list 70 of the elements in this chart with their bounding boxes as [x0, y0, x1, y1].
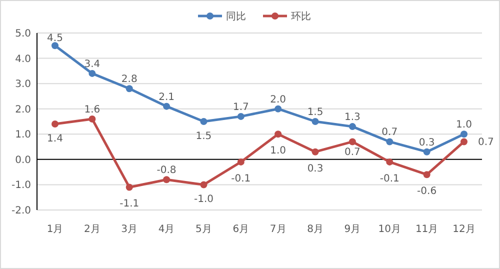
data-label: 0.7 — [382, 127, 398, 138]
data-label: 1.5 — [307, 107, 324, 118]
data-label: 4.5 — [47, 33, 63, 44]
point — [460, 130, 468, 138]
data-label: 1.3 — [344, 112, 360, 124]
x-tick-label: 8月 — [307, 224, 324, 235]
x-tick-label: 6月 — [232, 224, 250, 235]
data-label: 0.7 — [344, 147, 360, 158]
x-tick-label: 12月 — [452, 224, 476, 235]
point — [423, 148, 430, 156]
point — [200, 181, 208, 188]
data-label: -0.8 — [156, 165, 176, 176]
y-tick-label: 2.0 — [15, 104, 31, 116]
point — [386, 158, 394, 166]
x-tick-label: 4月 — [158, 224, 175, 235]
point — [163, 102, 170, 110]
data-label: 2.0 — [270, 94, 286, 106]
data-label: 3.4 — [84, 58, 100, 70]
point — [163, 176, 170, 184]
data-label: 2.8 — [121, 74, 138, 86]
point — [126, 184, 133, 191]
point — [460, 138, 468, 146]
data-label: -1.1 — [120, 198, 140, 210]
point — [423, 171, 430, 178]
data-label: 1.6 — [84, 104, 100, 116]
y-tick-label: 0.0 — [15, 154, 31, 166]
point — [274, 130, 282, 138]
data-label: 0.7 — [478, 137, 494, 148]
legend-label: 环比 — [291, 10, 311, 22]
point — [237, 112, 244, 120]
data-label: 1.4 — [47, 134, 63, 145]
y-tick-label: 4.0 — [15, 54, 31, 65]
x-tick-label: 3月 — [121, 224, 138, 235]
x-tick-label: 9月 — [344, 224, 361, 235]
point — [274, 105, 282, 112]
point — [348, 123, 356, 130]
point — [200, 118, 208, 125]
point — [52, 42, 58, 50]
point — [126, 85, 133, 92]
data-label: 2.1 — [158, 92, 174, 103]
x-tick-label: 5月 — [196, 224, 212, 235]
data-label: 1.5 — [196, 131, 212, 142]
y-tick-label: 5.0 — [15, 28, 31, 40]
point — [312, 118, 319, 125]
y-tick-label: -2.0 — [11, 206, 31, 216]
x-tick-label: 2月 — [84, 224, 100, 235]
point — [237, 158, 244, 166]
x-tick-label: 11月 — [415, 224, 438, 235]
point — [88, 70, 96, 77]
data-label: 0.3 — [307, 163, 324, 174]
data-label: -0.6 — [417, 186, 437, 198]
point — [52, 120, 58, 128]
x-tick-label: 7月 — [270, 224, 286, 235]
data-label: 1.0 — [270, 146, 286, 157]
data-label: -0.1 — [380, 173, 400, 184]
point — [88, 115, 96, 122]
point — [386, 138, 394, 146]
point — [348, 138, 356, 146]
y-tick-label: 1.0 — [15, 130, 31, 141]
data-label: 0.3 — [418, 137, 435, 148]
legend-label: 同比 — [226, 10, 246, 22]
point — [312, 148, 319, 156]
data-label: -1.0 — [194, 194, 214, 206]
data-label: 1.7 — [232, 102, 249, 113]
data-label: 1.0 — [456, 120, 472, 131]
y-tick-label: -1.0 — [11, 180, 31, 192]
y-tick-label: 3.0 — [15, 79, 31, 90]
data-label: -0.1 — [231, 173, 251, 184]
x-tick-label: 1月 — [46, 224, 64, 235]
x-tick-label: 10月 — [378, 224, 402, 235]
